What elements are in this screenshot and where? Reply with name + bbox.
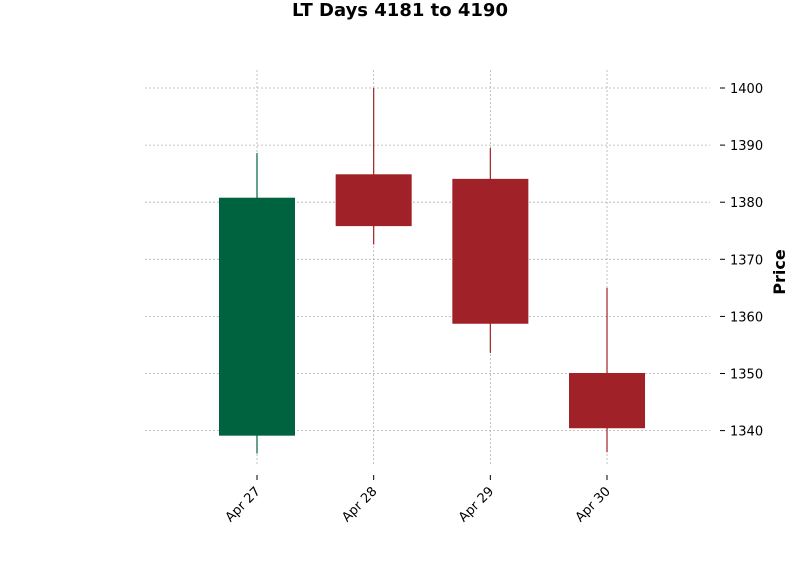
x-tick-label: Apr 30 bbox=[573, 484, 614, 525]
y-tick-label: 1340 bbox=[730, 425, 763, 440]
y-tick-label: 1390 bbox=[730, 139, 763, 154]
y-tick-label: 1360 bbox=[730, 310, 763, 325]
y-axis: 1340 1350 1360 1370 1380 1390 1400 bbox=[720, 82, 763, 440]
x-tick-label: Apr 27 bbox=[223, 484, 264, 525]
candle-body bbox=[335, 174, 412, 227]
candles bbox=[219, 88, 646, 454]
chart-title: LT Days 4181 to 4190 bbox=[292, 0, 508, 21]
y-axis-label: Price bbox=[770, 249, 789, 295]
x-axis: Apr 27 Apr 28 Apr 29 Apr 30 bbox=[223, 475, 614, 525]
x-tick-label: Apr 28 bbox=[339, 484, 380, 525]
y-tick-label: 1380 bbox=[730, 196, 763, 211]
candle-body bbox=[452, 178, 529, 324]
x-tick-label: Apr 29 bbox=[456, 484, 497, 525]
y-tick-label: 1350 bbox=[730, 368, 763, 383]
y-tick-label: 1400 bbox=[730, 82, 763, 97]
candle-body bbox=[569, 373, 646, 429]
candle-body bbox=[219, 197, 295, 436]
y-tick-label: 1370 bbox=[730, 253, 763, 268]
